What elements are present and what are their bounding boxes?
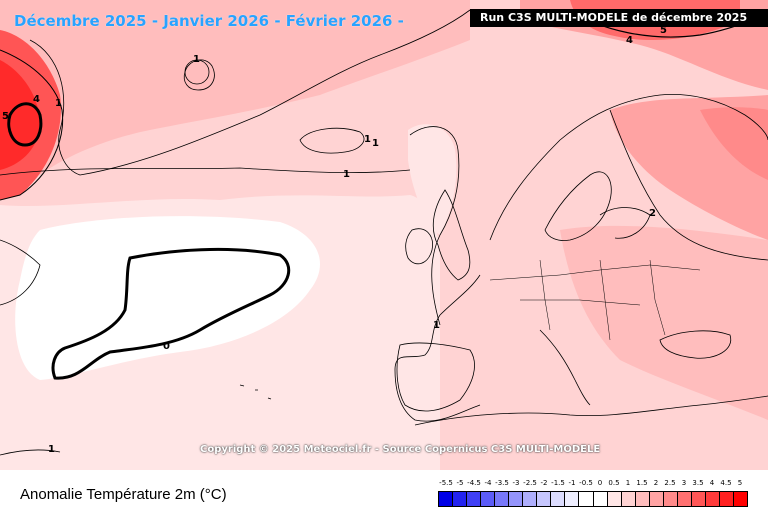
legend-tick-label: -4 — [484, 479, 492, 487]
coast-ireland — [405, 228, 433, 265]
color-legend: -5.5 -5 -4.5 -4 -3.5 -3 -2.5 -2 -1.5 -1 -0.5 0 0.5 1 1… — [438, 479, 748, 507]
legend-swatch — [691, 492, 706, 506]
contour-label: 5 — [660, 25, 667, 36]
legend-tick-label: -2 — [540, 479, 548, 487]
contour-label: 4 — [626, 35, 633, 46]
contour-label: 4 — [33, 94, 40, 105]
legend-tick-label: -0.5 — [579, 479, 593, 487]
legend-tick-label: -5 — [456, 479, 464, 487]
legend-swatch — [635, 492, 650, 506]
legend-tick-label: 5 — [737, 479, 743, 487]
contour-label: 1 — [193, 54, 200, 65]
legend-tick-label: 1 — [625, 479, 631, 487]
legend-tick-label: 2 — [653, 479, 659, 487]
legend-tick-label: -5.5 — [439, 479, 453, 487]
contour-label: 2 — [649, 208, 656, 219]
legend-swatch — [607, 492, 622, 506]
anomaly-map: 5 4 1 1 1 1 1 1 0 1 2 4 5 — [0, 0, 768, 470]
legend-tick-label: 3.5 — [692, 479, 704, 487]
legend-swatch — [523, 492, 538, 506]
contour-line-labrador-4 — [0, 49, 64, 201]
legend-tick-label: 0 — [597, 479, 603, 487]
contour-five-labrador — [7, 102, 43, 147]
legend-tick-label: -3.5 — [495, 479, 509, 487]
contour-label: 5 — [2, 111, 9, 122]
legend-tick-label: 3 — [681, 479, 687, 487]
contour-line-2-scand — [609, 109, 768, 261]
coast-iberia — [396, 342, 475, 412]
coast-sweden — [544, 171, 612, 241]
coast-labrador — [0, 239, 41, 306]
contour-labels: 5 4 1 1 1 1 1 1 0 1 2 4 5 — [2, 25, 667, 455]
borders-central-europe — [489, 259, 701, 341]
legend-ticks: -5.5 -5 -4.5 -4 -3.5 -3 -2.5 -2 -1.5 -1 -0.5 0 0.5 1 1… — [438, 479, 748, 491]
coast-baltic — [599, 207, 651, 239]
legend-swatch — [621, 492, 636, 506]
legend-swatch — [439, 492, 454, 506]
contour-label: 0 — [163, 341, 170, 352]
contour-label: 1 — [55, 98, 62, 109]
coast-scandinavia — [489, 94, 768, 241]
legend-swatch — [537, 492, 552, 506]
coast-iceland — [299, 127, 365, 154]
coastlines — [0, 9, 768, 426]
forecast-period-title: Décembre 2025 - Janvier 2026 - Février 2… — [14, 12, 404, 30]
contour-label: 1 — [48, 444, 55, 455]
legend-tick-label: 1.5 — [636, 479, 648, 487]
anomaly-zone-warm-east-europe — [560, 225, 768, 420]
legend-tick-label: 2.5 — [664, 479, 676, 487]
coast-great-britain — [432, 189, 471, 281]
legend-swatch — [663, 492, 678, 506]
legend-swatch — [719, 492, 734, 506]
contour-line-1-a — [0, 167, 411, 176]
contour-label: 1 — [433, 320, 440, 331]
anomaly-zone-low-north-sea — [408, 124, 457, 235]
anomaly-zone-hottest-labrador — [0, 60, 40, 170]
legend-swatch — [467, 492, 482, 506]
legend-tick-label: -3 — [512, 479, 520, 487]
contour-label: 1 — [364, 134, 371, 145]
contours — [0, 9, 768, 456]
coast-italy — [539, 329, 591, 406]
contour-label: 1 — [343, 169, 350, 180]
legend-swatch — [579, 492, 594, 506]
coast-north-africa — [414, 395, 768, 426]
legend-swatch — [649, 492, 664, 506]
coast-europe-west — [394, 274, 481, 422]
contour-line-1-b — [409, 126, 460, 326]
legend-swatch — [509, 492, 524, 506]
legend-title: Anomalie Température 2m (°C) — [20, 486, 227, 503]
legend-swatch — [481, 492, 496, 506]
legend-color-bar — [438, 491, 748, 507]
anomaly-zone-hot-russia — [700, 107, 768, 180]
copyright-text: Copyright © 2025 Meteociel.fr - Source C… — [200, 444, 601, 455]
legend-tick-label: -1.5 — [551, 479, 565, 487]
legend-tick-label: -2.5 — [523, 479, 537, 487]
legend-swatch — [593, 492, 608, 506]
legend-swatch — [551, 492, 566, 506]
contour-line-1-jan — [183, 59, 215, 91]
legend-swatch — [705, 492, 720, 506]
legend-tick-label: -1 — [568, 479, 576, 487]
contour-zero-atlantic — [51, 247, 291, 380]
coast-black-sea — [659, 330, 732, 359]
contour-line-south-1 — [0, 449, 61, 456]
run-label: Run C3S MULTI-MODELE de décembre 2025 — [470, 9, 768, 27]
legend-swatch — [565, 492, 580, 506]
legend-tick-label: 0.5 — [608, 479, 620, 487]
contour-label: 1 — [372, 138, 379, 149]
legend-swatch — [495, 492, 510, 506]
legend-tick-label: 4 — [709, 479, 715, 487]
legend-swatch — [733, 492, 748, 506]
legend-tick-label: 4.5 — [720, 479, 732, 487]
legend-swatch — [677, 492, 692, 506]
legend-swatch — [453, 492, 468, 506]
legend-tick-label: -4.5 — [467, 479, 481, 487]
coast-azores — [239, 384, 272, 400]
anomaly-zone-warm-greenland — [0, 0, 470, 190]
